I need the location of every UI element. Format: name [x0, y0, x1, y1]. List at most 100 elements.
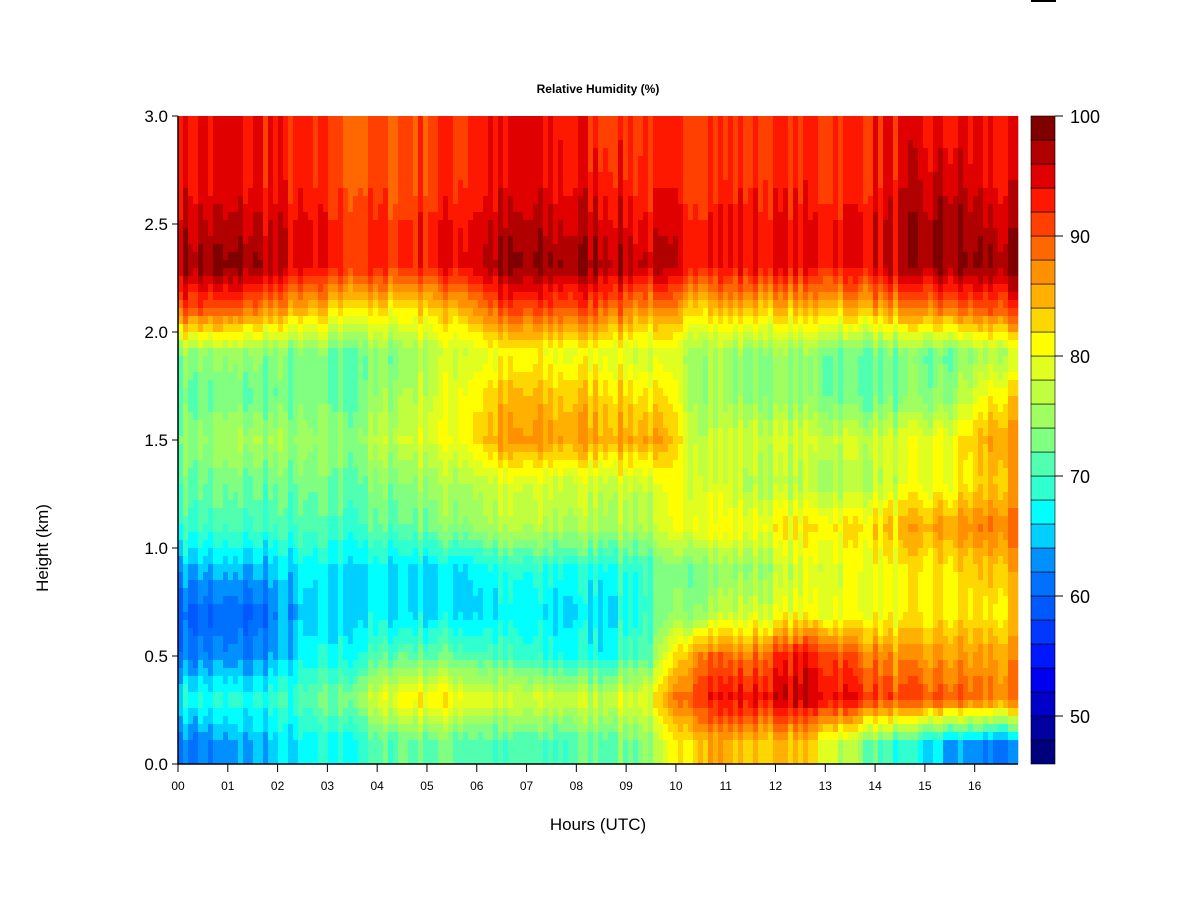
heatmap-cell: [348, 284, 354, 293]
heatmap-cell: [253, 396, 259, 405]
heatmap-cell: [398, 132, 404, 141]
heatmap-cell: [458, 724, 464, 733]
heatmap-cell: [263, 700, 269, 709]
heatmap-cell: [443, 724, 449, 733]
heatmap-cell: [243, 692, 249, 701]
heatmap-cell: [478, 116, 484, 125]
heatmap-cell: [308, 212, 314, 221]
heatmap-cell: [278, 420, 284, 429]
heatmap-cell: [318, 628, 324, 637]
heatmap-cell: [203, 436, 209, 445]
heatmap-cell: [193, 588, 199, 597]
heatmap-cell: [398, 460, 404, 469]
heatmap-cell: [233, 516, 239, 525]
heatmap-cell: [333, 684, 339, 693]
heatmap-cell: [178, 292, 184, 301]
heatmap-cell: [258, 460, 264, 469]
heatmap-cell: [213, 676, 219, 685]
heatmap-cell: [238, 604, 244, 613]
heatmap-cell: [478, 308, 484, 317]
heatmap-cell: [273, 172, 279, 181]
heatmap-cell: [478, 524, 484, 533]
heatmap-cell: [343, 420, 349, 429]
heatmap-cell: [288, 612, 294, 621]
heatmap-cell: [473, 492, 479, 501]
heatmap-cell: [238, 724, 244, 733]
heatmap-cell: [293, 444, 299, 453]
heatmap-cell: [463, 404, 469, 413]
heatmap-cell: [413, 196, 419, 205]
heatmap-cell: [218, 412, 224, 421]
heatmap-cell: [348, 204, 354, 213]
heatmap-cell: [263, 156, 269, 165]
heatmap-cell: [473, 172, 479, 181]
heatmap-cell: [413, 684, 419, 693]
heatmap-cell: [318, 284, 324, 293]
heatmap-cell: [393, 188, 399, 197]
heatmap-cell: [298, 252, 304, 261]
heatmap-cell: [303, 196, 309, 205]
heatmap-cell: [293, 420, 299, 429]
heatmap-cell: [313, 676, 319, 685]
heatmap-cell: [268, 412, 274, 421]
heatmap-cell: [273, 316, 279, 325]
heatmap-cell: [398, 148, 404, 157]
heatmap-cell: [378, 428, 384, 437]
heatmap-cell: [193, 204, 199, 213]
heatmap-cell: [283, 428, 289, 437]
heatmap-cell: [248, 564, 254, 573]
heatmap-cell: [198, 676, 204, 685]
heatmap-cell: [263, 124, 269, 133]
heatmap-cell: [328, 604, 334, 613]
heatmap-cell: [433, 604, 439, 613]
heatmap-cell: [348, 532, 354, 541]
heatmap-cell: [178, 188, 184, 197]
heatmap-cell: [358, 236, 364, 245]
heatmap-cell: [328, 612, 334, 621]
heatmap-cell: [368, 468, 374, 477]
heatmap-cell: [483, 388, 489, 397]
heatmap-cell: [258, 404, 264, 413]
heatmap-cell: [258, 516, 264, 525]
heatmap-cell: [398, 492, 404, 501]
heatmap-cell: [358, 612, 364, 621]
heatmap-cell: [353, 252, 359, 261]
heatmap-cell: [418, 300, 424, 309]
heatmap-cell: [468, 508, 474, 517]
heatmap-cell: [253, 188, 259, 197]
heatmap-cell: [413, 708, 419, 717]
heatmap-cell: [258, 524, 264, 533]
heatmap-cell: [178, 692, 184, 701]
heatmap-cell: [313, 220, 319, 229]
heatmap-cell: [263, 604, 269, 613]
heatmap-cell: [303, 748, 309, 757]
heatmap-cell: [373, 420, 379, 429]
heatmap-cell: [333, 348, 339, 357]
heatmap-cell: [223, 628, 229, 637]
heatmap-cell: [203, 276, 209, 285]
heatmap-cell: [443, 156, 449, 165]
heatmap-cell: [253, 164, 259, 173]
heatmap-cell: [198, 628, 204, 637]
heatmap-cell: [388, 276, 394, 285]
heatmap-cell: [283, 164, 289, 173]
heatmap-cell: [428, 316, 434, 325]
heatmap-cell: [308, 452, 314, 461]
heatmap-cell: [393, 708, 399, 717]
heatmap-cell: [353, 212, 359, 221]
heatmap-cell: [288, 604, 294, 613]
heatmap-cell: [383, 484, 389, 493]
heatmap-cell: [448, 732, 454, 741]
heatmap-cell: [238, 540, 244, 549]
heatmap-cell: [193, 604, 199, 613]
heatmap-cell: [183, 164, 189, 173]
heatmap-cell: [393, 444, 399, 453]
heatmap-cell: [418, 412, 424, 421]
heatmap-cell: [328, 188, 334, 197]
heatmap-cell: [403, 228, 409, 237]
heatmap-cell: [338, 148, 344, 157]
heatmap-cell: [333, 588, 339, 597]
heatmap-cell: [313, 756, 319, 765]
heatmap-cell: [268, 500, 274, 509]
heatmap-cell: [278, 140, 284, 149]
